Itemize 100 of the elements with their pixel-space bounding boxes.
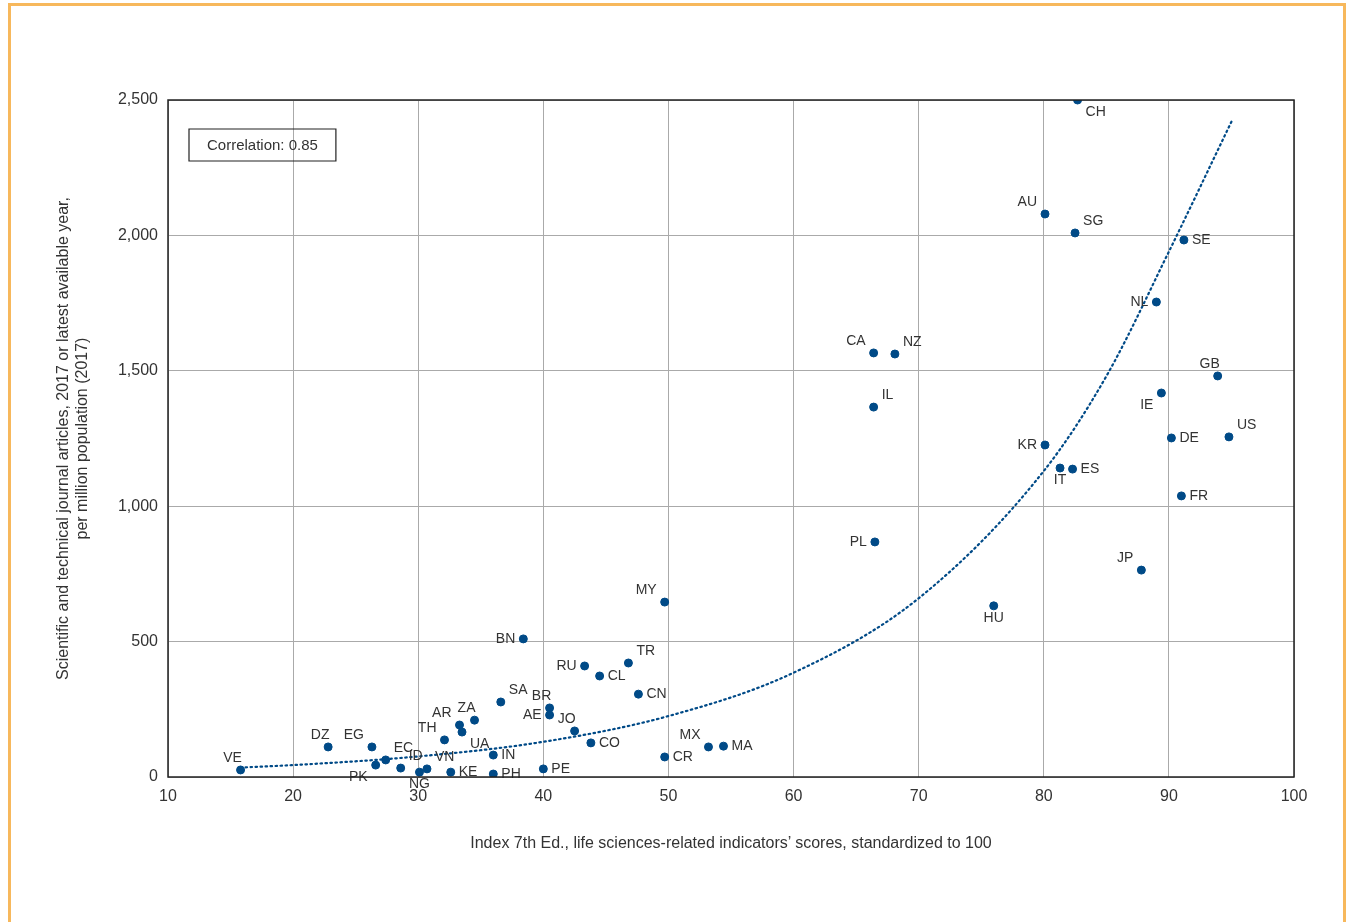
point [1055,463,1065,473]
x-tick-label: 40 [534,787,553,805]
annotation: MY [635,580,658,597]
point [1156,388,1166,398]
point [586,738,596,748]
annotation: CH [1085,102,1106,119]
x-tick-label: 50 [659,787,678,805]
annotation: PE [551,759,571,776]
point [496,697,506,707]
annotation: US [1236,415,1257,432]
annotation: BN [495,629,516,646]
annotation: TH [417,718,437,735]
point [518,634,528,644]
point [236,765,246,775]
point [718,741,728,751]
y-axis-title: Scientific and technical journal articles, 2017 or latest available year, per million population (2017) [54,197,91,680]
annotation: PL [849,532,868,549]
annotation: DE [1179,428,1199,445]
annotation: FR [1189,486,1209,503]
point [660,597,670,607]
annotation: MA [731,736,754,753]
point [396,763,406,773]
x-tick-label: 60 [784,787,803,805]
annotation: ES [1080,459,1100,476]
point [869,348,879,358]
point [890,349,900,359]
point [1040,209,1050,219]
point [414,767,424,777]
x-axis-title: Index 7th Ed., life sciences-related indicators’ scores, standardized to 100 [470,833,992,851]
annotation: HU [983,608,1004,625]
annotation: AR [432,703,452,720]
y-tick-label: 0 [149,767,159,785]
annotation: SE [1191,230,1211,247]
annotation: CA [846,331,867,348]
point [488,750,498,760]
annotation: KR [1017,435,1038,452]
annotation: BR [531,686,552,703]
annotation: NL [1130,292,1149,309]
point [869,402,879,412]
point [367,742,377,752]
annotation: IE [1140,395,1154,412]
point [488,769,498,777]
point [545,710,555,720]
point [446,767,456,777]
point [623,658,633,668]
annotation: CR [672,747,693,764]
annotation: TR [636,641,656,658]
annotation: Correlation: 0.85 [207,136,318,154]
point [870,537,880,547]
point [371,760,381,770]
point [1166,433,1176,443]
x-tick-label: 70 [909,787,928,805]
point [1151,297,1161,307]
annotation: CO [598,733,620,750]
annotation: AE [522,705,542,722]
x-tick-label: 100 [1280,787,1308,805]
point [422,764,432,774]
x-tick-label: 80 [1034,787,1053,805]
point [470,715,480,725]
point [1176,491,1186,501]
point [1040,440,1050,450]
point [595,671,605,681]
annotation: AU [1017,192,1038,209]
annotation: CN [646,684,667,701]
annotation: UA [470,734,491,751]
point [538,764,548,774]
annotation: IL [881,385,894,402]
y-tick-label: 500 [131,632,159,650]
point [1213,371,1223,381]
x-tick-label: 90 [1159,787,1178,805]
point [570,726,580,736]
x-tick-label: 10 [159,787,177,805]
x-tick-label: 20 [284,787,303,805]
annotation: ZA [457,698,477,715]
y-tick-label: 2,500 [117,90,159,108]
annotation: JP [1117,548,1134,565]
point [633,689,643,699]
point [1224,432,1234,442]
point [703,742,713,752]
y-tick-label: 1,500 [117,361,159,379]
annotation: IT [1053,470,1067,487]
annotation: DZ [310,725,330,742]
y-tick-label: 1,000 [117,496,159,514]
point [580,661,590,671]
annotation: VE [223,748,242,765]
annotation: JO [557,709,576,726]
point [323,742,333,752]
point [440,735,449,745]
point [1070,228,1080,238]
annotation: KE [458,762,478,779]
point [381,755,391,765]
annotation: SG [1083,211,1104,228]
point [660,752,670,762]
annotation: CL [607,666,626,683]
annotation: NZ [902,332,923,349]
annotation: IN [501,745,516,762]
point [1068,464,1078,474]
point [1179,235,1189,245]
annotation: EG [343,725,364,742]
annotation: RU [556,656,577,673]
